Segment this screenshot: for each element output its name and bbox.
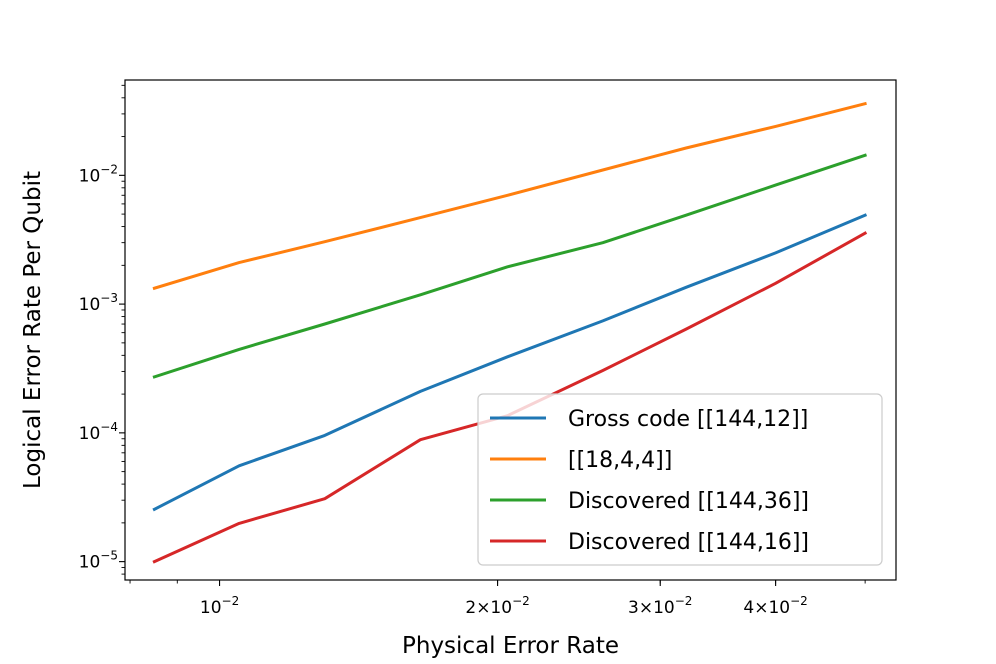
x-axis-label: Physical Error Rate bbox=[402, 633, 619, 659]
legend-label-4: Discovered [[144,16]] bbox=[568, 530, 809, 555]
y-axis: 10−5 10−4 10−3 10−2 bbox=[79, 162, 125, 573]
x-tick-label: 10−2 bbox=[200, 594, 239, 618]
plot-frame bbox=[124, 79, 897, 581]
y-tick-label: 10−2 bbox=[79, 162, 118, 186]
x-tick-label: 4×10−2 bbox=[743, 594, 807, 618]
legend-box bbox=[477, 393, 883, 566]
series-line-2 bbox=[152, 101, 867, 291]
series-line-1 bbox=[152, 213, 868, 512]
x-tick-label: 3×10−2 bbox=[628, 594, 692, 618]
legend-label-2: [[18,4,4]] bbox=[568, 448, 672, 473]
legend-label-3: Discovered [[144,36]] bbox=[568, 489, 809, 514]
x-tick-label: 2×10−2 bbox=[465, 594, 529, 618]
y-axis-label: Logical Error Rate Per Qubit bbox=[20, 171, 46, 489]
y-tick-label: 10−5 bbox=[79, 549, 118, 573]
legend: Gross code [[144,12]] [[18,4,4]] Discovere… bbox=[477, 393, 883, 566]
y-tick-label: 10−4 bbox=[79, 420, 118, 444]
legend-label-1: Gross code [[144,12]] bbox=[568, 407, 808, 432]
y-tick-label: 10−3 bbox=[79, 291, 118, 315]
x-axis: 10−2 2×10−2 3×10−2 4×10−2 bbox=[200, 580, 808, 618]
series-line-3 bbox=[152, 153, 867, 379]
